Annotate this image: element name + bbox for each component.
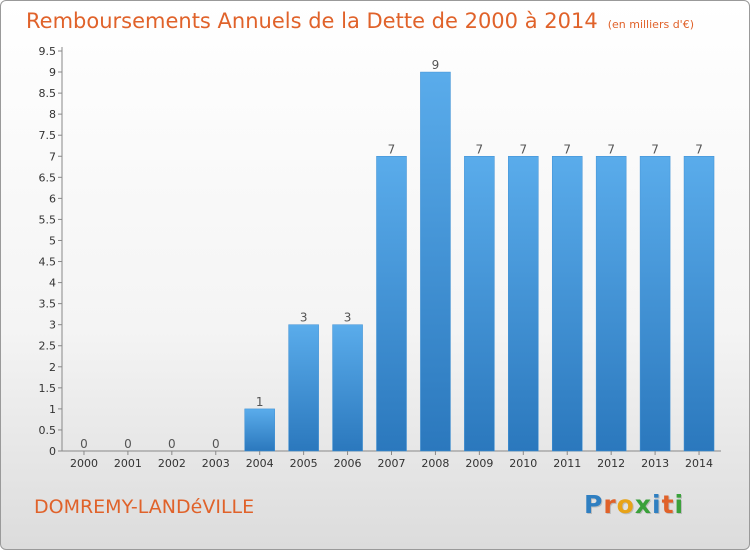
bar bbox=[332, 324, 363, 452]
bar bbox=[376, 156, 407, 452]
data-label: 9 bbox=[432, 58, 440, 72]
y-tick-label: 3.5 bbox=[39, 298, 57, 311]
y-axis-ticks: 0 0.5 1 1.5 2 2.5 3 3.5 4 4.5 5 5.5 6 6.5 7 7.5 8 8.5 9 9.5 bbox=[39, 45, 62, 458]
data-label: 1 bbox=[256, 395, 264, 409]
logo-letter: i bbox=[652, 490, 662, 519]
x-tick-label: 2014 bbox=[685, 457, 713, 470]
x-tick-label: 2003 bbox=[202, 457, 230, 470]
commune-name: DOMREMY-LANDéVILLE bbox=[34, 496, 255, 518]
y-tick-label: 5 bbox=[49, 234, 56, 247]
bar bbox=[595, 156, 627, 452]
data-label: 0 bbox=[80, 437, 88, 451]
data-label: 7 bbox=[563, 142, 571, 156]
data-label: 3 bbox=[344, 311, 352, 325]
chart-title: Remboursements Annuels de la Dette de 20… bbox=[26, 9, 694, 33]
chart-title-text: Remboursements Annuels de la Dette de 20… bbox=[26, 9, 598, 33]
logo-letter: i bbox=[674, 490, 685, 519]
bar bbox=[464, 156, 495, 452]
proxiti-logo: Proxiti bbox=[584, 490, 684, 519]
y-tick-label: 9 bbox=[49, 66, 56, 79]
y-tick-label: 3 bbox=[49, 319, 56, 332]
logo-letter: P bbox=[584, 490, 604, 519]
data-label: 3 bbox=[300, 311, 308, 325]
bar bbox=[551, 156, 583, 452]
bar bbox=[420, 71, 451, 452]
bar bbox=[508, 156, 539, 452]
y-tick-label: 0 bbox=[49, 445, 56, 458]
y-tick-label: 0.5 bbox=[39, 424, 57, 437]
y-tick-label: 1 bbox=[49, 403, 56, 416]
bar bbox=[244, 408, 275, 452]
logo-letter: x bbox=[634, 490, 652, 519]
bar bbox=[639, 156, 671, 452]
data-labels: 0 0 0 0 1 3 3 7 9 7 7 7 7 7 7 bbox=[80, 58, 703, 451]
y-tick-label: 9.5 bbox=[39, 45, 57, 58]
x-tick-label: 2010 bbox=[509, 457, 537, 470]
data-label: 7 bbox=[651, 142, 659, 156]
y-tick-label: 8.5 bbox=[39, 87, 57, 100]
data-label: 0 bbox=[124, 437, 132, 451]
x-tick-label: 2007 bbox=[378, 457, 406, 470]
logo-letter: r bbox=[603, 490, 617, 519]
data-label: 7 bbox=[476, 142, 484, 156]
y-tick-label: 4.5 bbox=[39, 256, 57, 269]
x-tick-label: 2006 bbox=[334, 457, 362, 470]
y-tick-label: 2 bbox=[49, 361, 56, 374]
bar-series bbox=[244, 71, 715, 452]
y-tick-label: 1.5 bbox=[39, 382, 57, 395]
x-tick-label: 2002 bbox=[158, 457, 186, 470]
x-tick-label: 2004 bbox=[246, 457, 274, 470]
chart-unit: (en milliers d'€) bbox=[607, 18, 694, 31]
bar bbox=[683, 156, 715, 452]
y-tick-label: 7 bbox=[49, 150, 56, 163]
x-tick-label: 2012 bbox=[597, 457, 625, 470]
y-tick-label: 6.5 bbox=[39, 171, 57, 184]
x-tick-label: 2000 bbox=[70, 457, 98, 470]
y-tick-label: 5.5 bbox=[39, 213, 57, 226]
data-label: 7 bbox=[695, 142, 703, 156]
x-tick-label: 2013 bbox=[641, 457, 669, 470]
x-tick-label: 2008 bbox=[421, 457, 449, 470]
logo-letter: o bbox=[616, 490, 635, 519]
data-label: 7 bbox=[607, 142, 615, 156]
data-label: 7 bbox=[519, 142, 527, 156]
x-tick-label: 2011 bbox=[553, 457, 581, 470]
data-label: 0 bbox=[212, 437, 220, 451]
logo-letter: t bbox=[661, 490, 675, 519]
x-tick-label: 2009 bbox=[465, 457, 493, 470]
data-label: 0 bbox=[168, 437, 176, 451]
y-tick-label: 6 bbox=[49, 192, 56, 205]
x-axis-ticks: 2000 2001 2002 2003 2004 2005 2006 2007 2008 2009… bbox=[70, 451, 713, 470]
y-tick-label: 8 bbox=[49, 108, 56, 121]
y-tick-label: 2.5 bbox=[39, 340, 57, 353]
bar bbox=[288, 324, 319, 452]
x-tick-label: 2005 bbox=[290, 457, 318, 470]
y-tick-label: 4 bbox=[49, 277, 56, 290]
y-tick-label: 7.5 bbox=[39, 129, 57, 142]
data-label: 7 bbox=[388, 142, 396, 156]
x-tick-label: 2001 bbox=[114, 457, 142, 470]
